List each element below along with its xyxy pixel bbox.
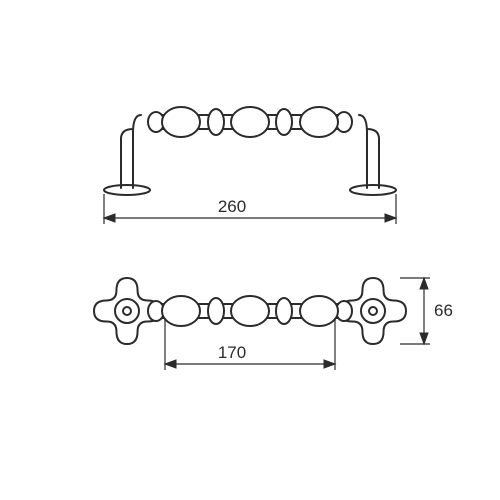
dim-170: 170 [218,343,246,362]
technical-drawing: { "drawing": { "type": "engineering-dime… [0,0,500,500]
dim-66: 66 [434,301,453,320]
drawing-svg: 260 170 66 [0,0,500,500]
dim-260: 260 [218,197,246,216]
